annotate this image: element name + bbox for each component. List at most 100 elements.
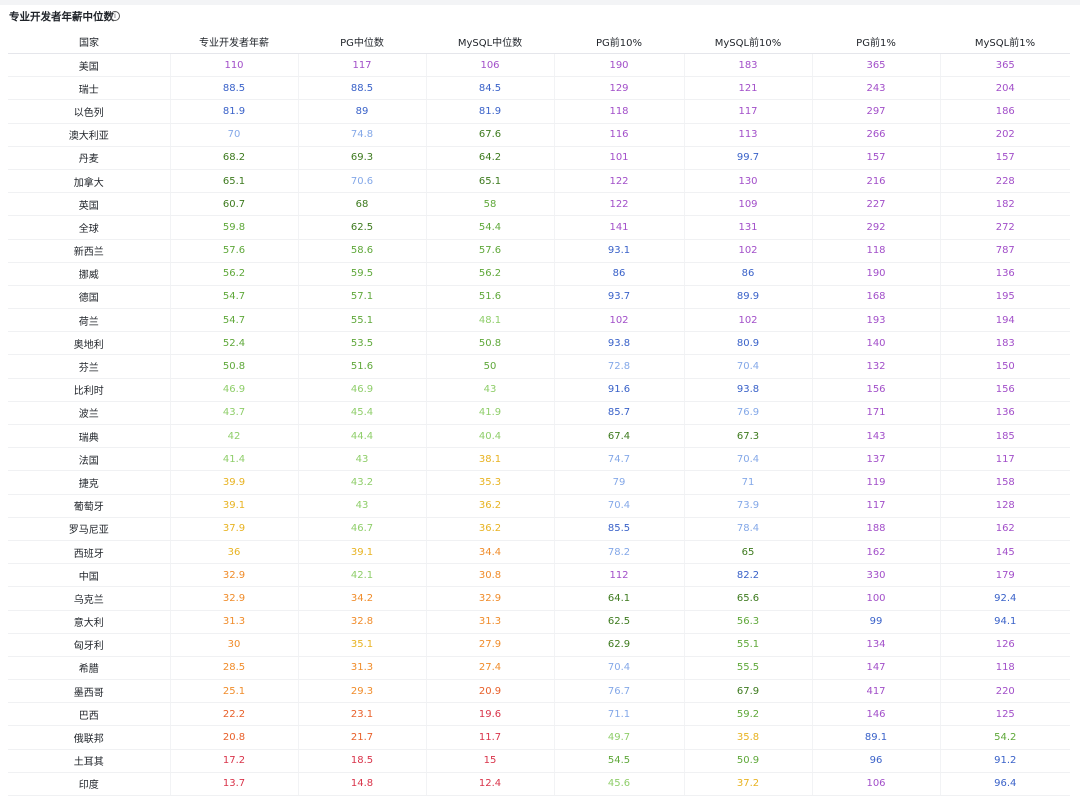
value-cell: 158 (939, 470, 1070, 495)
value-cell: 100 (811, 586, 940, 611)
value-cell: 43.2 (297, 470, 426, 495)
value-cell: 86 (683, 262, 812, 286)
value-cell: 122 (553, 169, 684, 194)
value-cell: 91.2 (939, 749, 1070, 773)
value-cell: 272 (939, 215, 1070, 240)
value-cell: 56.2 (169, 262, 298, 286)
value-cell: 57.1 (297, 285, 426, 310)
value-cell: 19.6 (425, 702, 554, 727)
value-cell: 81.9 (169, 99, 298, 124)
value-cell: 54.4 (425, 215, 554, 240)
value-cell: 96.4 (939, 772, 1070, 797)
value-cell: 186 (939, 99, 1070, 124)
value-cell: 14.8 (297, 772, 426, 797)
value-cell: 220 (939, 679, 1070, 704)
column-header: MySQL中位数 (426, 29, 554, 54)
table-row: 巴西 22.2 23.1 19.6 71.1 59.2 146 125 (8, 702, 1070, 727)
value-cell: 137 (811, 447, 940, 472)
value-cell: 59.2 (683, 702, 812, 727)
value-cell: 365 (811, 53, 940, 78)
value-cell: 56.3 (683, 610, 812, 634)
value-cell: 21.7 (297, 725, 426, 750)
value-cell: 51.6 (425, 285, 554, 310)
value-cell: 15 (425, 749, 554, 773)
table-row: 匈牙利 30 35.1 27.9 62.9 55.1 134 126 (8, 633, 1070, 657)
value-cell: 36 (169, 540, 298, 565)
value-cell: 89.9 (683, 285, 812, 310)
value-cell: 46.9 (297, 378, 426, 402)
value-cell: 150 (939, 354, 1070, 379)
table-row: 澳大利亚 70 74.8 67.6 116 113 266 202 (8, 123, 1070, 147)
value-cell: 64.2 (425, 146, 554, 170)
value-cell: 102 (683, 308, 812, 333)
table-row: 加拿大 65.1 70.6 65.1 122 130 216 228 (8, 169, 1070, 194)
value-cell: 50.9 (683, 749, 812, 773)
value-cell: 68 (297, 192, 426, 217)
value-cell: 74.8 (297, 123, 426, 147)
table-row: 墨西哥 25.1 29.3 20.9 76.7 67.9 417 220 (8, 679, 1070, 704)
value-cell: 88.5 (297, 76, 426, 101)
value-cell: 32.8 (297, 610, 426, 634)
value-cell: 34.2 (297, 586, 426, 611)
country-cell: 挪威 (8, 262, 170, 286)
value-cell: 67.6 (425, 123, 554, 147)
country-cell: 印度 (8, 772, 170, 797)
salary-table: 国家 专业开发者年薪 PG中位数 MySQL中位数 PG前10% MySQL前10% PG前… (8, 29, 1070, 797)
value-cell: 74.7 (553, 447, 684, 472)
value-cell: 39.1 (169, 494, 298, 518)
value-cell: 62.9 (553, 633, 684, 657)
value-cell: 81.9 (425, 99, 554, 124)
value-cell: 71 (683, 470, 812, 495)
value-cell: 44.4 (297, 424, 426, 449)
value-cell: 216 (811, 169, 940, 194)
value-cell: 71.1 (553, 702, 684, 727)
value-cell: 330 (811, 563, 940, 588)
info-icon[interactable]: i (110, 11, 120, 21)
country-cell: 美国 (8, 53, 170, 78)
value-cell: 49.7 (553, 725, 684, 750)
value-cell: 112 (553, 563, 684, 588)
country-cell: 捷克 (8, 470, 170, 495)
value-cell: 89.1 (811, 725, 940, 750)
value-cell: 27.4 (425, 656, 554, 681)
value-cell: 67.4 (553, 424, 684, 449)
value-cell: 82.2 (683, 563, 812, 588)
country-cell: 波兰 (8, 401, 170, 426)
value-cell: 50 (425, 354, 554, 379)
value-cell: 57.6 (169, 239, 298, 263)
value-cell: 55.1 (683, 633, 812, 657)
country-cell: 比利时 (8, 378, 170, 402)
value-cell: 30.8 (425, 563, 554, 588)
value-cell: 96 (811, 749, 940, 773)
table-row: 中国 32.9 42.1 30.8 112 82.2 330 179 (8, 563, 1070, 588)
value-cell: 131 (683, 215, 812, 240)
value-cell: 25.1 (169, 679, 298, 704)
country-cell: 乌克兰 (8, 586, 170, 611)
value-cell: 55.1 (297, 308, 426, 333)
value-cell: 54.7 (169, 308, 298, 333)
value-cell: 93.8 (683, 378, 812, 402)
value-cell: 37.2 (683, 772, 812, 797)
value-cell: 32.9 (169, 563, 298, 588)
table-row: 瑞士 88.5 88.5 84.5 129 121 243 204 (8, 76, 1070, 101)
table-row: 英国 60.7 68 58 122 109 227 182 (8, 192, 1070, 217)
value-cell: 365 (939, 53, 1070, 78)
value-cell: 41.4 (169, 447, 298, 472)
value-cell: 39.9 (169, 470, 298, 495)
value-cell: 132 (811, 354, 940, 379)
value-cell: 43 (297, 494, 426, 518)
value-cell: 117 (939, 447, 1070, 472)
value-cell: 204 (939, 76, 1070, 101)
country-cell: 加拿大 (8, 169, 170, 194)
value-cell: 129 (553, 76, 684, 101)
value-cell: 188 (811, 517, 940, 541)
country-cell: 巴西 (8, 702, 170, 727)
table-row: 罗马尼亚 37.9 46.7 36.2 85.5 78.4 188 162 (8, 517, 1070, 541)
value-cell: 50.8 (425, 331, 554, 356)
value-cell: 67.9 (683, 679, 812, 704)
value-cell: 118 (939, 656, 1070, 681)
value-cell: 89 (297, 99, 426, 124)
value-cell: 40.4 (425, 424, 554, 449)
value-cell: 193 (811, 308, 940, 333)
value-cell: 65.6 (683, 586, 812, 611)
